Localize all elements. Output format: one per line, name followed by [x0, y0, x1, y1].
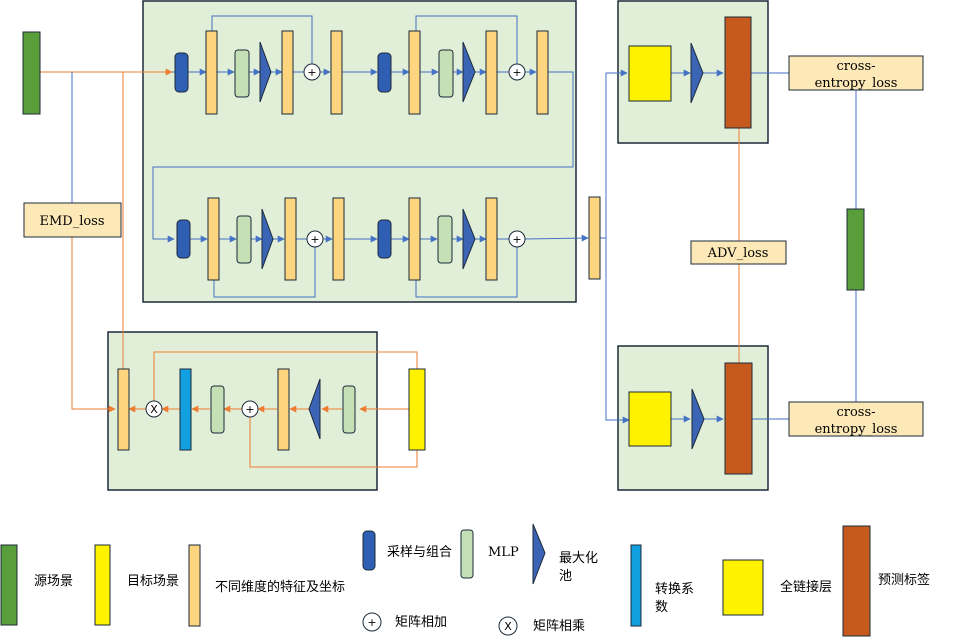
ce-loss-bottom-line1: cross-	[836, 405, 875, 420]
legend-add-label: 矩阵相加	[395, 615, 447, 630]
output-feature-block	[588, 196, 601, 280]
feature-block	[485, 30, 498, 115]
add-op-2: +	[508, 63, 526, 81]
legend-target-label: 目标场景	[127, 574, 179, 589]
feature-block	[205, 30, 218, 115]
legend-multiply-symbol: X	[504, 620, 512, 633]
legend-mlp-label: MLP	[488, 545, 519, 560]
legend-add-symbol: +	[367, 616, 376, 629]
legend: 源场景 目标场景 不同维度的特征及坐标 采样与组合 MLP 最大化 池 转换系 …	[0, 523, 930, 637]
multiply-op: X	[145, 400, 163, 418]
feature-block	[408, 197, 421, 281]
legend-pred-swatch	[842, 525, 871, 637]
fc-block-bottom	[628, 391, 672, 447]
emd-loss-label: EMD_loss	[39, 214, 104, 229]
legend-maxpool-label-1: 最大化	[559, 551, 598, 566]
transform-coefficient-block	[179, 368, 192, 451]
maxpool-block	[462, 41, 476, 103]
legend-multiply-label: 矩阵相乘	[533, 619, 585, 634]
legend-maxpool-label-2: 池	[559, 569, 572, 584]
feature-block	[536, 30, 549, 115]
legend-feature-label: 不同维度的特征及坐标	[215, 579, 345, 595]
legend-mlp-swatch	[460, 529, 474, 579]
feature-block	[277, 368, 290, 451]
maxpool-block	[261, 208, 274, 270]
legend-target-swatch	[94, 544, 111, 626]
feature-block	[281, 30, 294, 115]
add-symbol: +	[245, 403, 254, 416]
ce-loss-top-line1: cross-	[836, 59, 875, 74]
legend-pred-label: 预测标签	[878, 572, 930, 588]
maxpool-block	[462, 208, 476, 270]
adv-loss-label: ADV_loss	[707, 246, 769, 261]
ce-loss-top-line2: entropy_loss	[815, 76, 898, 91]
legend-fc-label: 全链接层	[780, 579, 832, 595]
source-label-block	[846, 208, 865, 291]
pred-block-top	[724, 16, 752, 129]
maxpool-block	[259, 41, 272, 103]
feature-block	[207, 197, 220, 281]
add-op-5: +	[241, 400, 259, 418]
target-input-block	[408, 368, 426, 451]
mlp-block	[438, 49, 454, 98]
feature-block	[117, 368, 130, 451]
add-symbol: +	[310, 233, 319, 246]
feature-block	[485, 197, 498, 281]
ce-loss-bottom-line2: entropy_loss	[815, 422, 898, 437]
add-symbol: +	[512, 233, 521, 246]
sample-group-block	[174, 52, 189, 93]
legend-transform-label-1: 转换系	[655, 582, 694, 597]
ce-loss-top-box	[788, 55, 924, 91]
sample-group-block	[176, 219, 191, 259]
mlp-block	[342, 385, 356, 434]
legend-transform-swatch	[630, 544, 642, 627]
legend-feature-swatch	[188, 544, 201, 627]
pred-block-bottom	[724, 362, 753, 475]
legend-source-label: 源场景	[34, 574, 73, 589]
transform-blocks	[117, 368, 426, 451]
feature-extractor-blocks	[174, 30, 549, 281]
legend-maxpool-swatch	[532, 523, 546, 585]
adv-loss-box	[690, 240, 787, 265]
maxpool-block-top	[690, 42, 704, 104]
mlp-block	[236, 215, 252, 264]
ce-loss-bottom-box	[788, 401, 924, 437]
legend-multiply-icon	[498, 616, 518, 636]
add-op-4: +	[508, 230, 526, 248]
legend-sample-label: 采样与组合	[387, 545, 452, 560]
maxpool-block-bottom	[691, 388, 705, 450]
feature-block	[284, 197, 297, 281]
source-input-block	[22, 31, 41, 115]
sample-group-block	[377, 219, 392, 259]
feature-block	[330, 30, 343, 115]
fc-block-top	[628, 45, 672, 102]
sample-group-block	[377, 52, 392, 93]
add-op-1: +	[303, 63, 321, 81]
mlp-block	[234, 49, 250, 98]
legend-source-swatch	[0, 544, 18, 626]
connections	[40, 15, 857, 468]
legend-fc-swatch	[722, 559, 764, 616]
legend-add-icon	[362, 612, 382, 632]
legend-transform-label-2: 数	[655, 600, 668, 615]
emd-loss-box	[23, 202, 122, 238]
add-op-3: +	[306, 230, 324, 248]
legend-sample-swatch	[362, 530, 376, 571]
mlp-block	[437, 215, 453, 264]
feature-block	[408, 30, 421, 115]
mlp-block	[210, 385, 225, 434]
add-symbol: +	[307, 66, 316, 79]
maxpool-block	[308, 378, 321, 440]
multiply-symbol: X	[150, 403, 158, 416]
feature-block	[332, 197, 345, 281]
add-symbol: +	[512, 66, 521, 79]
